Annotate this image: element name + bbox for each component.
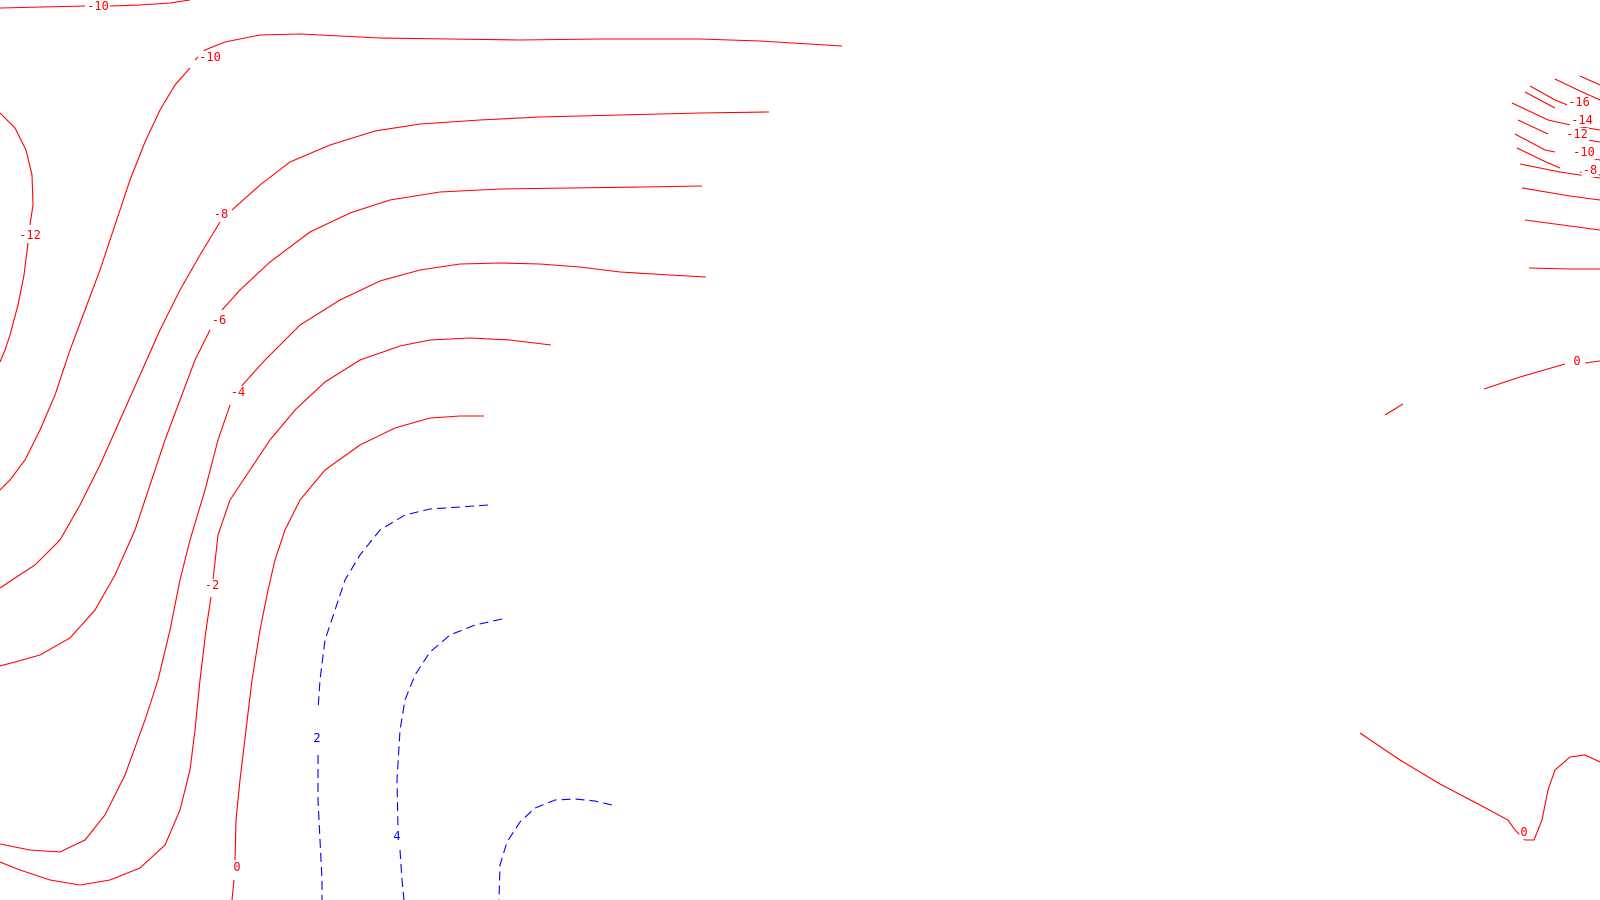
contour-line-9	[396, 618, 503, 900]
contour-label-bg	[1565, 128, 1589, 141]
contour-label-bg	[18, 229, 42, 242]
contour-label-bg	[229, 386, 247, 399]
contour-label: -6	[212, 313, 226, 327]
contour-label-bg	[1567, 96, 1591, 109]
contour-label-bg	[1581, 164, 1599, 177]
contour-label: -12	[1566, 127, 1588, 141]
contour-label-bg	[392, 830, 402, 843]
contour-label-bg	[198, 51, 222, 64]
contour-label: 0	[233, 860, 240, 874]
contour-line-2	[0, 112, 34, 363]
contour-label: 0	[1573, 354, 1580, 368]
contour-label-bg	[232, 861, 242, 874]
contour-line-18	[1528, 267, 1600, 270]
contour-label-bg	[1519, 826, 1529, 839]
contour-line-4	[0, 185, 703, 667]
contour-line-7	[231, 415, 484, 900]
contour-label-bg	[1570, 114, 1594, 127]
contour-line-6	[0, 337, 552, 886]
contour-line-10	[498, 798, 613, 900]
contour-label-bg	[210, 314, 228, 327]
contour-label: -10	[1573, 145, 1595, 159]
contour-label: 0	[1520, 825, 1527, 839]
contour-label-bg	[203, 579, 221, 592]
contour-line-3	[0, 111, 770, 589]
contour-line-8	[317, 504, 489, 900]
contour-label: -4	[231, 385, 245, 399]
contour-label: -14	[1571, 113, 1593, 127]
contour-line-20	[1359, 732, 1600, 841]
contour-label: -10	[199, 50, 221, 64]
contour-label-bg	[1572, 146, 1596, 159]
contour-line-0	[0, 0, 191, 9]
contour-label: -8	[214, 207, 228, 221]
contour-label: -16	[1568, 95, 1590, 109]
contour-line-17	[1524, 219, 1600, 231]
contour-label: -2	[205, 578, 219, 592]
contour-label-bg	[1572, 355, 1582, 368]
contour-line-1	[0, 33, 843, 491]
contour-label: -10	[87, 0, 109, 13]
contour-label: 2	[313, 731, 320, 745]
contour-label: -12	[19, 228, 41, 242]
contour-line-5	[0, 262, 707, 853]
contour-label: 4	[393, 829, 400, 843]
contour-label-bg	[86, 0, 110, 13]
contour-label-bg	[212, 208, 230, 221]
contour-line-19	[1384, 360, 1600, 416]
contour-label-bg	[312, 732, 322, 745]
contour-label: -8	[1583, 163, 1597, 177]
